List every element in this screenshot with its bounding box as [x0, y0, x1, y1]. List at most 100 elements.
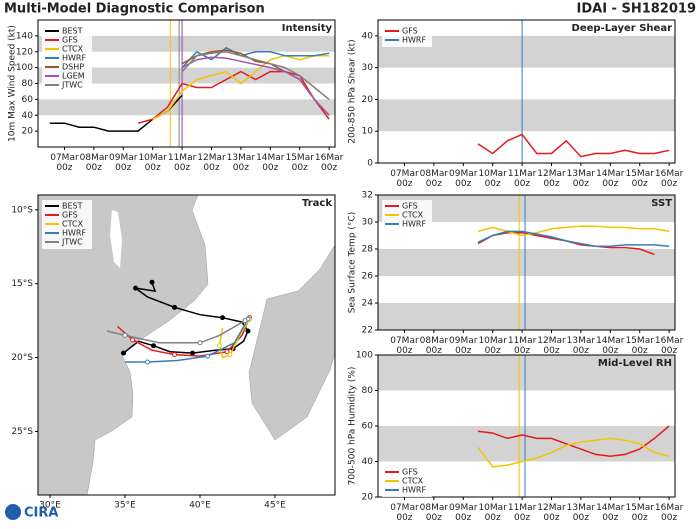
legend-label: BEST	[62, 202, 83, 211]
track-point	[245, 328, 251, 334]
y-tick-label: 20	[362, 95, 374, 105]
y-tick-label: 24	[362, 299, 374, 309]
x-tick-label: 07Mar 00z	[390, 169, 419, 189]
y-tick-label: 32	[362, 191, 373, 201]
legend-label: HWRF	[402, 220, 426, 229]
legend-label: GFS	[402, 27, 418, 36]
track-point	[220, 315, 225, 321]
x-tick-label: 10Mar 00z	[478, 169, 507, 189]
x-tick-label: 14Mar 00z	[596, 169, 625, 189]
madagascar	[248, 244, 335, 441]
x-tick-label: 14Mar 00z	[596, 336, 625, 356]
y-tick-label: 20	[362, 493, 374, 503]
panel: 10°S 15°S 20°S 25°S 30°E 35°E 40°E 45°E Track BES…	[11, 194, 336, 511]
series-line	[477, 133, 670, 158]
y-tick-label: 26	[362, 272, 374, 282]
x-tick-label: 16Mar 00z	[655, 169, 684, 189]
band	[378, 355, 675, 391]
legend-label: HWRF	[62, 54, 86, 63]
legend-label: BEST	[62, 27, 83, 36]
panel-title: SST	[651, 198, 672, 209]
x-tick-label: 16Mar 00z	[655, 503, 684, 523]
x-tick-label: 10Mar 00z	[478, 336, 507, 356]
y-tick-label: 30	[362, 218, 374, 228]
x-tick-label: 08Mar 00z	[420, 503, 449, 523]
x-tick-label: 13Mar 00z	[227, 153, 256, 173]
band	[38, 35, 335, 52]
track-point	[149, 279, 155, 285]
legend-label: CTCX	[402, 211, 424, 220]
y-tick-label: 28	[362, 245, 374, 255]
band	[378, 99, 675, 132]
x-tick-label: 11Mar 00z	[508, 503, 537, 523]
x-tick-label: 30°E	[39, 501, 61, 511]
x-tick-label: 11Mar 00z	[508, 169, 537, 189]
frame	[377, 354, 676, 498]
x-tick-label: 10Mar 00z	[478, 503, 507, 523]
logo: CIRA	[5, 504, 58, 521]
y-axis-label: 200-850 hPa Shear (kt)	[348, 39, 358, 143]
x-tick-label: 15Mar 00z	[625, 336, 654, 356]
frame	[37, 194, 336, 496]
track-point	[227, 352, 233, 358]
y-tick-label: 120	[16, 47, 33, 57]
y-tick-label: 10°S	[11, 205, 33, 215]
track-point	[172, 352, 177, 358]
y-tick-label: 80	[22, 79, 34, 89]
x-tick-label: 07Mar 00z	[390, 503, 419, 523]
legend-label: GFS	[402, 202, 418, 211]
y-axis-label: 700-500 hPa Humidity (%)	[348, 367, 358, 486]
x-tick-label: 10Mar 00z	[138, 153, 167, 173]
legend-label: JTWC	[61, 238, 83, 247]
y-tick-label: 140	[16, 31, 33, 41]
x-tick-label: 15Mar 00z	[625, 503, 654, 523]
legend-label: CTCX	[62, 220, 84, 229]
track-point	[133, 285, 138, 291]
band	[378, 249, 675, 276]
x-tick-label: 09Mar 00z	[449, 169, 478, 189]
y-tick-label: 40	[22, 111, 34, 121]
x-tick-label: 09Mar 00z	[449, 336, 478, 356]
frame	[37, 19, 336, 148]
series-line	[106, 319, 246, 344]
page-title: Multi-Model Diagnostic Comparison	[4, 2, 265, 17]
storm-id: IDAI - SH182019	[577, 2, 697, 17]
x-tick-label: 40°E	[189, 501, 211, 511]
x-tick-label: 15Mar 00z	[285, 153, 314, 173]
legend-label: JTWC	[61, 81, 83, 90]
y-tick-label: 30	[362, 63, 374, 73]
x-tick-label: 09Mar 00z	[449, 503, 478, 523]
x-tick-label: 13Mar 00z	[567, 169, 596, 189]
x-tick-label: 08Mar 00z	[420, 336, 449, 356]
x-tick-label: 11Mar 00z	[508, 336, 537, 356]
map	[38, 195, 335, 495]
y-axis-label: 10m Max Wind Speed (kt)	[8, 25, 18, 142]
x-tick-label: 13Mar 00z	[567, 503, 596, 523]
series-line	[125, 318, 249, 363]
track-point	[217, 343, 222, 349]
frame	[377, 19, 676, 164]
x-tick-label: 08Mar 00z	[80, 153, 109, 173]
y-tick-label: 40	[362, 457, 374, 467]
series-line	[477, 230, 670, 248]
legend-label: DSHP	[62, 63, 84, 72]
x-tick-label: 11Mar 00z	[168, 153, 197, 173]
legend-label: HWRF	[402, 486, 426, 495]
series-line	[218, 318, 251, 359]
panel-title: Deep-Layer Shear	[572, 23, 673, 34]
y-tick-label: 20	[22, 127, 34, 137]
band	[378, 426, 675, 462]
y-tick-label: 60	[362, 422, 374, 432]
x-tick-label: 14Mar 00z	[596, 503, 625, 523]
y-tick-label: 100	[16, 63, 33, 73]
band	[38, 99, 335, 116]
y-tick-label: 40	[362, 31, 374, 41]
x-tick-label: 07Mar 00z	[50, 153, 79, 173]
track-point	[130, 337, 135, 343]
series-line	[477, 425, 670, 457]
y-tick-label: 15°S	[11, 279, 33, 289]
series-line	[181, 51, 330, 100]
x-tick-label: 14Mar 00z	[256, 153, 285, 173]
